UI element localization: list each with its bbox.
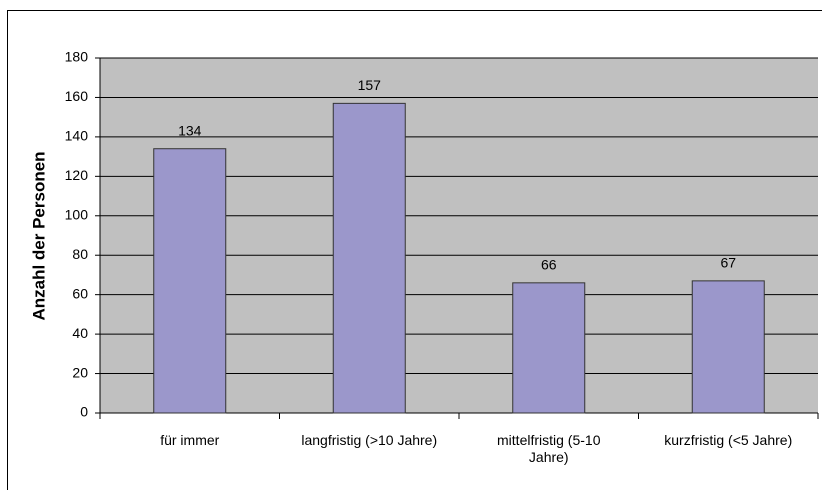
y-axis-label: Anzahl der Personen xyxy=(29,151,48,320)
y-tick-label: 120 xyxy=(65,167,89,183)
bar xyxy=(512,282,586,414)
y-tick-label: 0 xyxy=(80,404,88,420)
x-tick-label: mittelfristig (5-10 Jahre) xyxy=(497,432,601,465)
y-tick-label: 60 xyxy=(72,285,88,301)
y-tick-label: 160 xyxy=(65,88,89,104)
y-tick-label: 180 xyxy=(65,49,89,65)
y-tick-label: 100 xyxy=(65,206,89,222)
x-tick-label: kurzfristig (<5 Jahre) xyxy=(664,432,793,448)
y-tick-label: 80 xyxy=(72,246,88,262)
bar xyxy=(153,148,227,414)
y-tick-label: 40 xyxy=(72,325,88,341)
bar xyxy=(691,280,765,414)
data-label: 66 xyxy=(541,257,557,273)
data-label: 67 xyxy=(720,255,736,271)
data-label: 157 xyxy=(358,77,382,93)
bar xyxy=(332,102,406,414)
x-tick-label: langfristig (>10 Jahre) xyxy=(301,432,438,448)
y-tick-label: 20 xyxy=(72,364,88,380)
x-tick-label: für immer xyxy=(160,432,220,448)
y-tick-label: 140 xyxy=(65,128,89,144)
data-label: 134 xyxy=(178,122,202,138)
